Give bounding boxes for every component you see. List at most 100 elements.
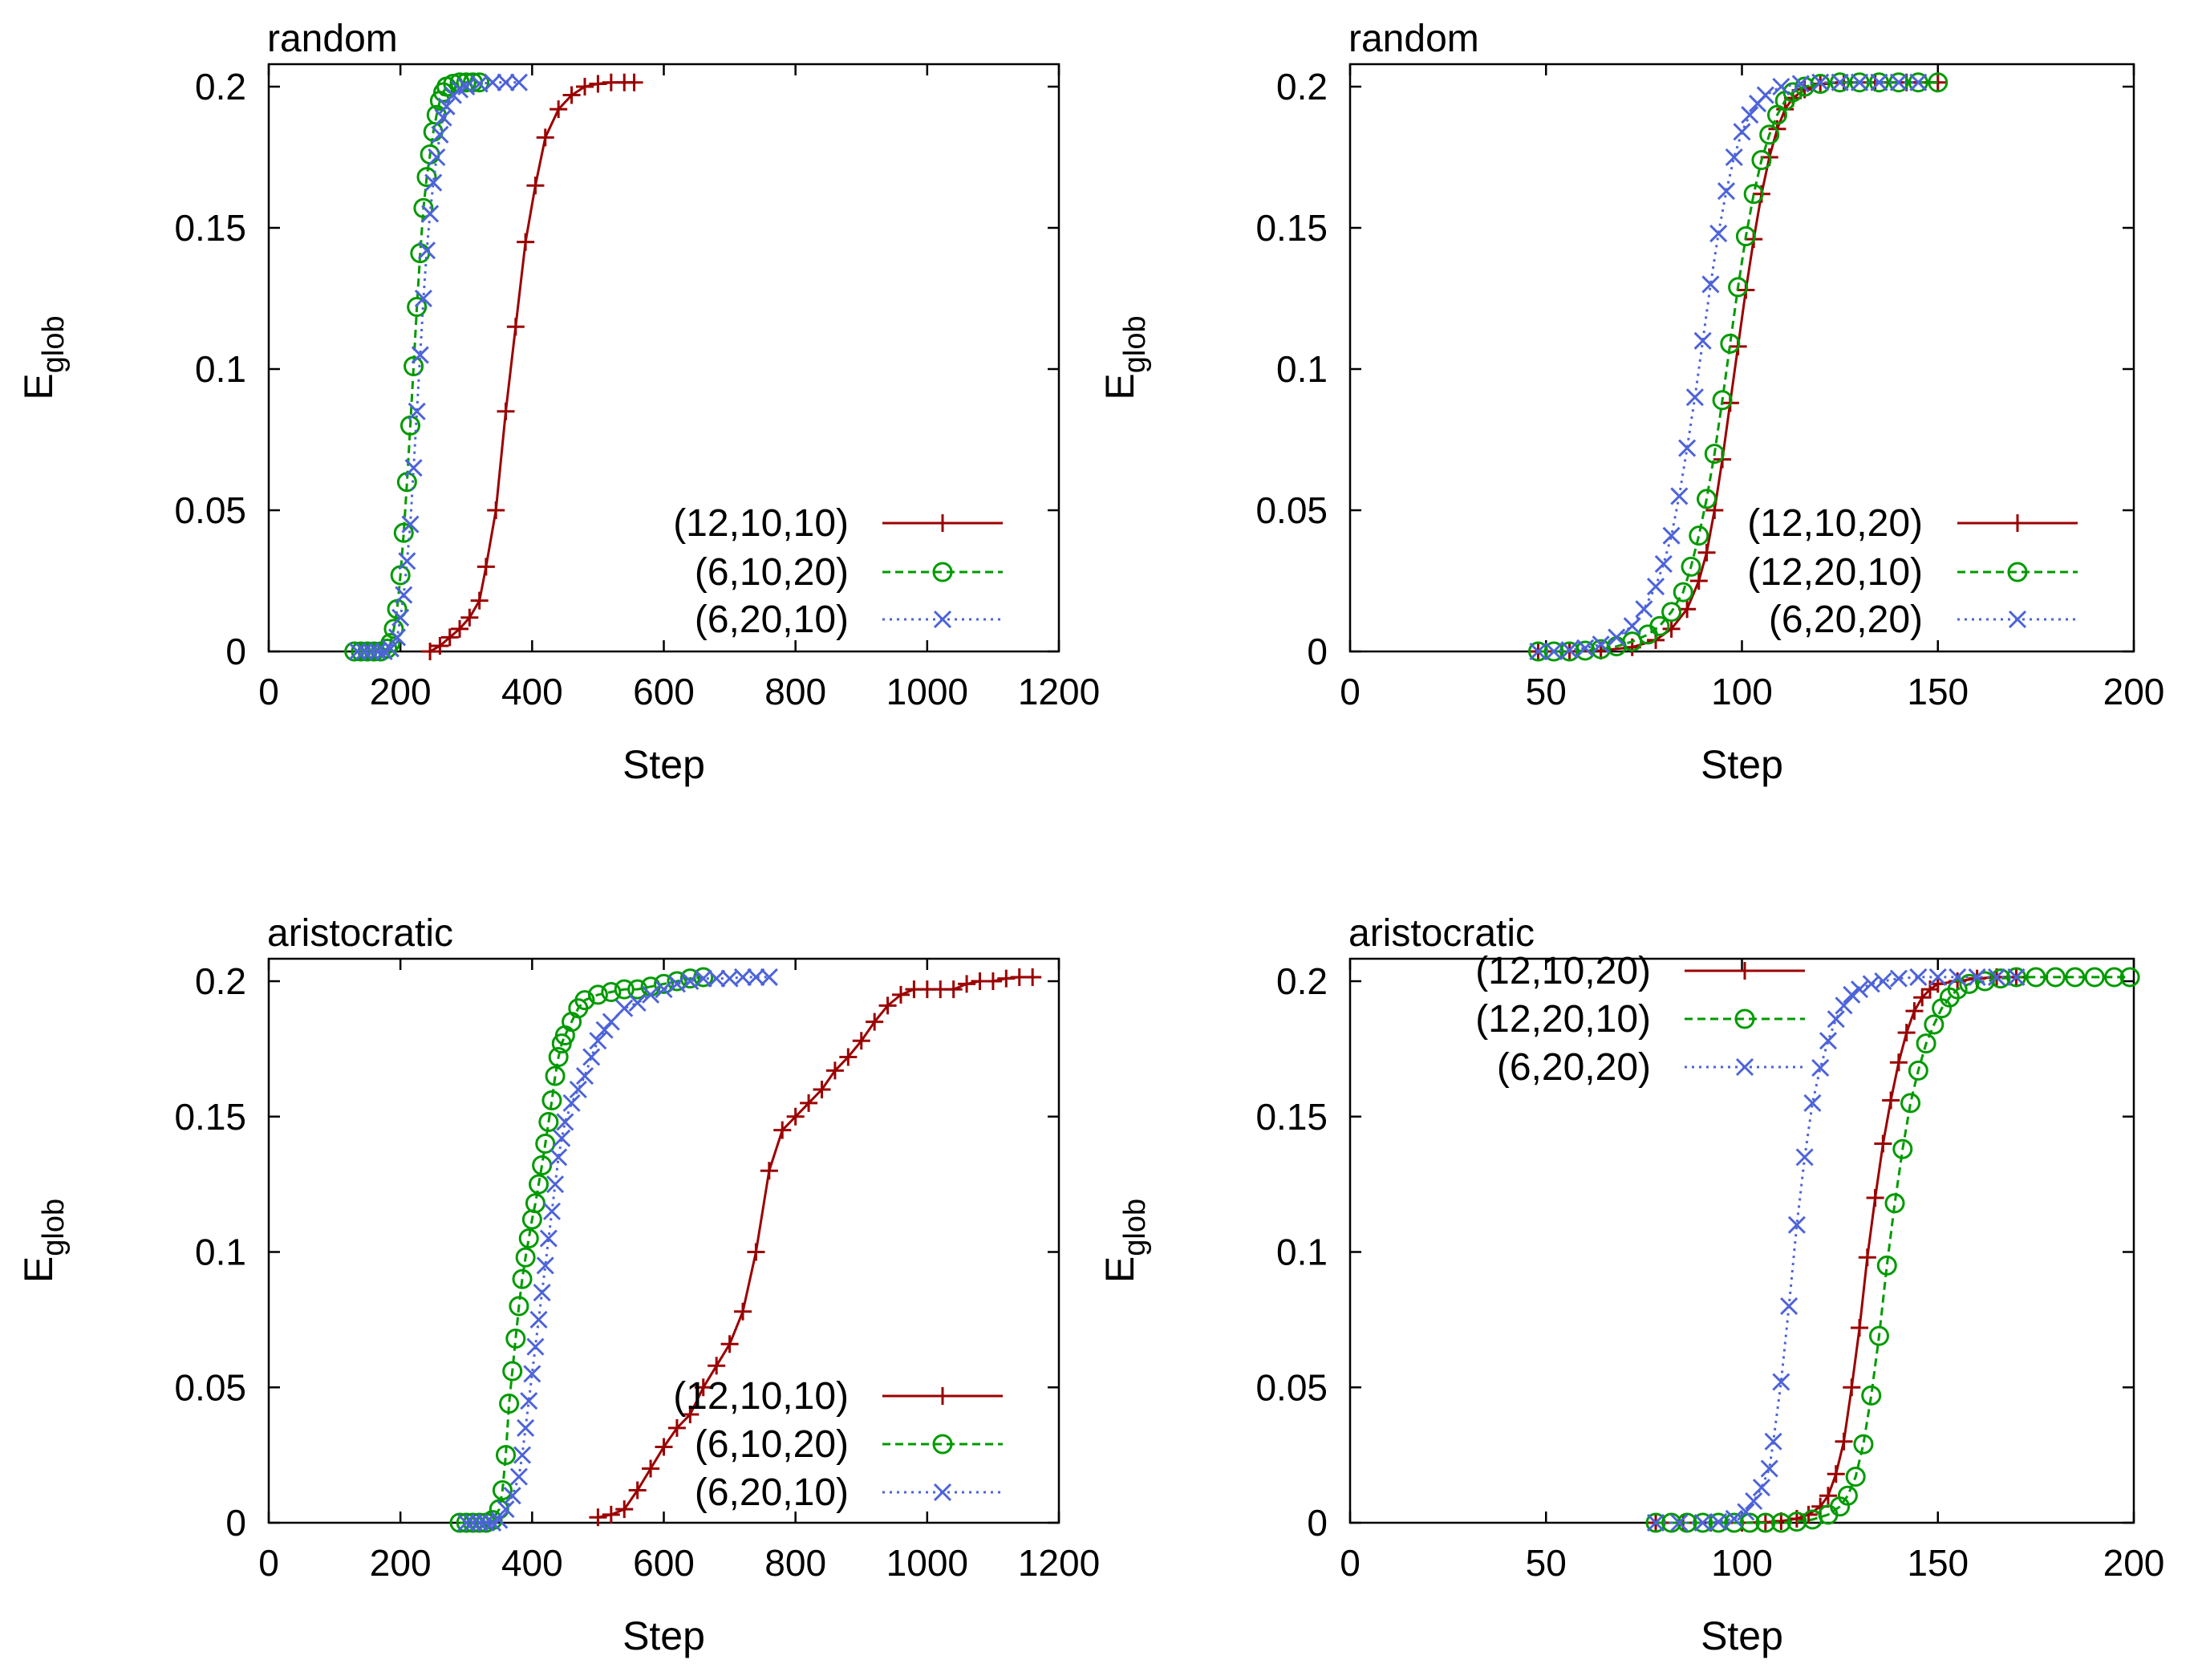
data-point <box>470 1513 489 1532</box>
data-point <box>1892 1138 1913 1159</box>
data-point <box>515 1247 536 1268</box>
legend-label: (6,20,20) <box>1497 1046 1651 1089</box>
data-point <box>1635 600 1653 619</box>
series-3 <box>348 73 528 661</box>
data-point <box>1661 602 1682 623</box>
y-tick-label: 0.05 <box>174 1366 246 1408</box>
data-point <box>499 1394 520 1414</box>
data-point <box>628 993 647 1012</box>
legend-label: (6,10,20) <box>695 551 849 594</box>
data-point <box>1851 1319 1869 1337</box>
data-point <box>490 1511 509 1529</box>
x-tick-label: 400 <box>501 671 563 712</box>
data-point <box>523 1365 541 1383</box>
data-point <box>529 1174 549 1195</box>
data-point <box>1889 73 1908 91</box>
legend-marker <box>933 610 952 629</box>
y-axis-label: Eglob <box>1097 315 1152 400</box>
legend-marker <box>934 514 951 532</box>
data-point <box>395 586 413 604</box>
data-point <box>1646 1513 1665 1532</box>
data-point <box>2084 967 2105 988</box>
legend: (12,10,10) (6,10,20) (6,20,10) <box>673 502 1003 641</box>
data-point <box>694 1378 712 1397</box>
y-axis-label: Eglob <box>16 1199 71 1283</box>
data-point <box>1623 617 1641 635</box>
legend-marker <box>2007 562 2028 582</box>
x-tick-label: 600 <box>633 671 695 712</box>
data-point <box>866 1012 884 1031</box>
data-point <box>1704 444 1725 465</box>
data-point <box>2104 967 2125 988</box>
data-point <box>708 969 726 988</box>
data-point <box>393 522 414 543</box>
y-tick-label: 0.15 <box>1255 207 1328 249</box>
y-tick-label: 0.05 <box>174 489 246 531</box>
data-point <box>1681 556 1701 577</box>
data-point <box>1739 1512 1760 1533</box>
data-point <box>362 642 380 661</box>
data-point <box>1908 72 1928 93</box>
data-point <box>1949 968 1967 987</box>
data-point <box>1591 639 1612 659</box>
data-point <box>440 628 459 647</box>
x-tick-label: 1000 <box>886 671 968 712</box>
data-point <box>487 501 505 519</box>
data-point <box>1543 641 1564 662</box>
data-point <box>1560 641 1579 659</box>
data-point <box>451 619 469 638</box>
data-point <box>391 608 410 627</box>
data-point <box>503 1487 521 1505</box>
legend-label: (12,10,10) <box>673 1375 849 1418</box>
data-point <box>1858 1248 1876 1267</box>
y-tick-label: 0.05 <box>1255 1366 1328 1408</box>
data-point <box>548 1047 569 1067</box>
data-point <box>348 642 367 661</box>
data-point <box>1724 1512 1745 1533</box>
data-point <box>533 1284 551 1302</box>
chart-title: aristocratic <box>267 912 453 955</box>
data-point <box>408 402 426 420</box>
data-point <box>642 1459 660 1478</box>
y-tick-label: 0.05 <box>1255 489 1328 531</box>
data-point <box>1787 1215 1806 1234</box>
data-point <box>431 636 449 655</box>
data-point <box>1843 1378 1861 1397</box>
data-point <box>1909 968 1928 987</box>
data-point <box>541 1090 562 1110</box>
data-point <box>1853 1434 1874 1455</box>
data-point <box>760 968 778 987</box>
data-point <box>526 1337 545 1356</box>
data-point <box>1662 526 1681 545</box>
data-point <box>1947 979 1968 1000</box>
data-point <box>1741 106 1759 124</box>
data-point <box>1866 1189 1884 1207</box>
data-point <box>1928 72 1949 93</box>
data-point <box>708 1357 726 1375</box>
data-point <box>539 1229 558 1248</box>
data-point <box>1752 1479 1770 1497</box>
data-point <box>615 999 634 1017</box>
data-point <box>1831 73 1849 91</box>
y-tick-label: 0.1 <box>1276 348 1328 390</box>
x-tick-label: 200 <box>2103 1542 2165 1584</box>
data-point <box>1968 968 1986 987</box>
data-point <box>1811 1058 1830 1077</box>
y-tick-label: 0 <box>225 1502 246 1544</box>
y-axis-label: Eglob <box>16 315 71 400</box>
data-point <box>535 1134 556 1154</box>
data-point <box>1874 1134 1892 1153</box>
y-tick-label: 0.15 <box>1255 1096 1328 1138</box>
legend-label: (12,10,20) <box>1747 502 1923 545</box>
data-point <box>464 1513 482 1532</box>
data-point <box>489 1499 509 1520</box>
data-point <box>383 619 404 639</box>
data-point <box>497 402 515 420</box>
data-point <box>575 1067 594 1086</box>
legend-label: (12,10,10) <box>673 502 849 545</box>
data-point <box>1708 1512 1729 1533</box>
data-point <box>1882 1091 1900 1110</box>
data-point <box>2119 967 2140 988</box>
data-point <box>1786 1512 1807 1532</box>
y-tick-label: 0.2 <box>195 960 246 1002</box>
